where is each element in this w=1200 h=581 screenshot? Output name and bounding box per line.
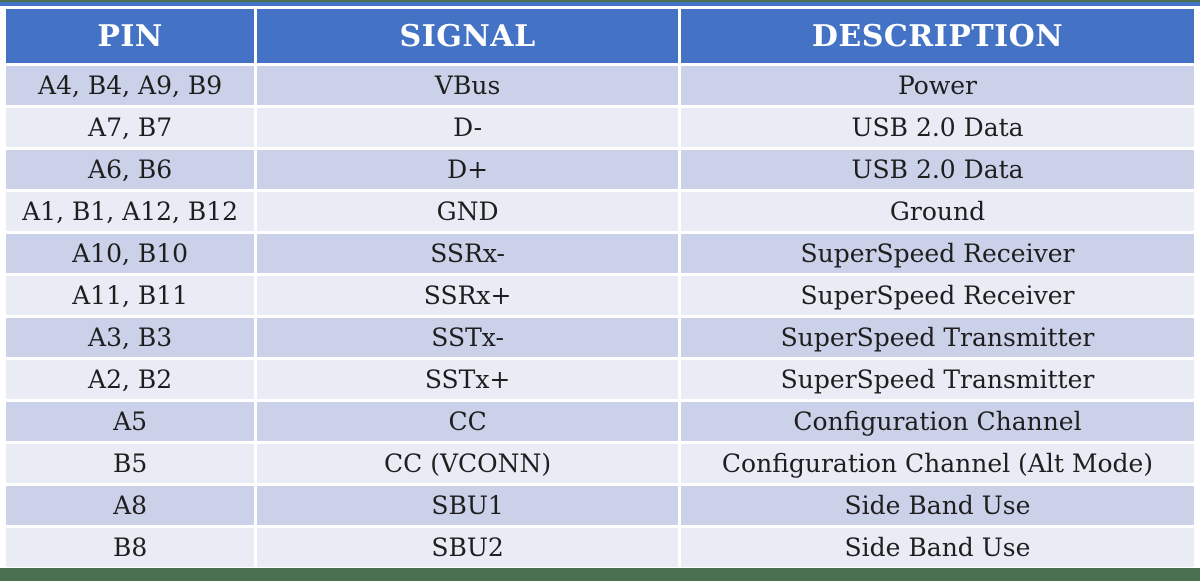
cell-pin: A4, B4, A9, B9 bbox=[6, 66, 255, 105]
top-green-accent-line bbox=[0, 0, 1200, 2]
cell-signal: SSRx+ bbox=[257, 276, 678, 315]
cell-pin: A1, B1, A12, B12 bbox=[6, 192, 255, 231]
cell-description: SuperSpeed Transmitter bbox=[681, 360, 1194, 399]
cell-pin: A10, B10 bbox=[6, 234, 255, 273]
cell-signal: SBU1 bbox=[257, 486, 678, 525]
table-row: A7, B7 D- USB 2.0 Data bbox=[6, 108, 1194, 147]
table-header: PIN SIGNAL DESCRIPTION bbox=[6, 9, 1194, 63]
table-row: A10, B10 SSRx- SuperSpeed Receiver bbox=[6, 234, 1194, 273]
cell-description: Ground bbox=[681, 192, 1194, 231]
cell-description: USB 2.0 Data bbox=[681, 150, 1194, 189]
cell-description: SuperSpeed Transmitter bbox=[681, 318, 1194, 357]
header-row: PIN SIGNAL DESCRIPTION bbox=[6, 9, 1194, 63]
cell-description: Side Band Use bbox=[681, 486, 1194, 525]
usb-c-pinout-table: PIN SIGNAL DESCRIPTION A4, B4, A9, B9 VB… bbox=[3, 6, 1197, 570]
table-row: B8 SBU2 Side Band Use bbox=[6, 528, 1194, 567]
cell-signal: SSTx+ bbox=[257, 360, 678, 399]
cell-signal: SBU2 bbox=[257, 528, 678, 567]
bottom-green-accent-bar bbox=[0, 568, 1200, 581]
table-row: A1, B1, A12, B12 GND Ground bbox=[6, 192, 1194, 231]
cell-pin: B8 bbox=[6, 528, 255, 567]
cell-pin: A8 bbox=[6, 486, 255, 525]
cell-signal: VBus bbox=[257, 66, 678, 105]
cell-description: USB 2.0 Data bbox=[681, 108, 1194, 147]
table-row: A4, B4, A9, B9 VBus Power bbox=[6, 66, 1194, 105]
cell-description: SuperSpeed Receiver bbox=[681, 276, 1194, 315]
column-header-signal: SIGNAL bbox=[257, 9, 678, 63]
column-header-description: DESCRIPTION bbox=[681, 9, 1194, 63]
cell-description: Configuration Channel (Alt Mode) bbox=[681, 444, 1194, 483]
table-row: A8 SBU1 Side Band Use bbox=[6, 486, 1194, 525]
table-row: A5 CC Configuration Channel bbox=[6, 402, 1194, 441]
cell-signal: SSRx- bbox=[257, 234, 678, 273]
table-body: A4, B4, A9, B9 VBus Power A7, B7 D- USB … bbox=[6, 66, 1194, 567]
cell-pin: A7, B7 bbox=[6, 108, 255, 147]
cell-signal: CC (VCONN) bbox=[257, 444, 678, 483]
table-row: A6, B6 D+ USB 2.0 Data bbox=[6, 150, 1194, 189]
table-row: A3, B3 SSTx- SuperSpeed Transmitter bbox=[6, 318, 1194, 357]
cell-pin: A3, B3 bbox=[6, 318, 255, 357]
table-row: A11, B11 SSRx+ SuperSpeed Receiver bbox=[6, 276, 1194, 315]
cell-signal: D- bbox=[257, 108, 678, 147]
cell-pin: B5 bbox=[6, 444, 255, 483]
cell-signal: SSTx- bbox=[257, 318, 678, 357]
table-row: A2, B2 SSTx+ SuperSpeed Transmitter bbox=[6, 360, 1194, 399]
cell-signal: D+ bbox=[257, 150, 678, 189]
cell-pin: A6, B6 bbox=[6, 150, 255, 189]
cell-signal: CC bbox=[257, 402, 678, 441]
cell-pin: A5 bbox=[6, 402, 255, 441]
cell-description: Configuration Channel bbox=[681, 402, 1194, 441]
cell-pin: A11, B11 bbox=[6, 276, 255, 315]
cell-pin: A2, B2 bbox=[6, 360, 255, 399]
table-row: B5 CC (VCONN) Configuration Channel (Alt… bbox=[6, 444, 1194, 483]
cell-signal: GND bbox=[257, 192, 678, 231]
column-header-pin: PIN bbox=[6, 9, 255, 63]
cell-description: SuperSpeed Receiver bbox=[681, 234, 1194, 273]
cell-description: Power bbox=[681, 66, 1194, 105]
cell-description: Side Band Use bbox=[681, 528, 1194, 567]
top-blue-accent-bar bbox=[0, 2, 1200, 6]
